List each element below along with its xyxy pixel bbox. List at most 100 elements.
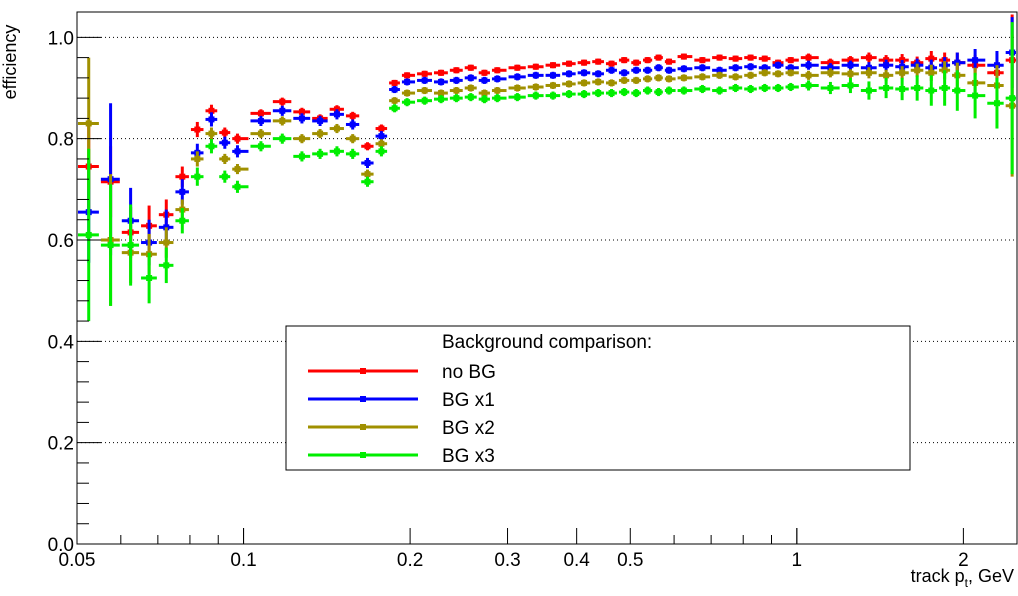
data-point	[127, 242, 134, 249]
data-point	[481, 69, 488, 76]
data-point	[421, 97, 428, 104]
data-point	[494, 95, 501, 102]
data-point	[391, 97, 398, 104]
data-point	[621, 77, 628, 84]
data-point	[608, 79, 615, 86]
data-point	[514, 94, 521, 101]
data-point	[481, 77, 488, 84]
data-point	[494, 87, 501, 94]
data-point	[179, 217, 186, 224]
legend-entry-label: no BG	[442, 362, 496, 383]
data-point	[208, 116, 215, 123]
data-point	[666, 87, 673, 94]
data-point	[333, 125, 340, 132]
data-point	[972, 92, 979, 99]
data-point	[208, 107, 215, 114]
y-tick-label: 0.2	[48, 434, 74, 455]
data-point	[85, 120, 92, 127]
data-point	[317, 117, 324, 124]
data-point	[865, 54, 872, 61]
data-point	[566, 91, 573, 98]
data-point	[608, 90, 615, 97]
data-point	[532, 83, 539, 90]
series-bg-x3	[78, 22, 1016, 322]
data-point	[532, 92, 539, 99]
data-point	[298, 115, 305, 122]
data-point	[221, 139, 228, 146]
data-point	[633, 59, 640, 66]
data-point	[761, 69, 768, 76]
data-point	[595, 58, 602, 65]
data-point	[467, 74, 474, 81]
data-point	[364, 159, 371, 166]
data-point	[747, 54, 754, 61]
data-point	[716, 67, 723, 74]
data-point	[514, 73, 521, 80]
data-point	[481, 96, 488, 103]
data-point	[349, 112, 356, 119]
data-point	[421, 70, 428, 77]
data-point	[378, 148, 385, 155]
data-point	[847, 62, 854, 69]
data-point	[644, 67, 651, 74]
data-point	[317, 130, 324, 137]
data-point	[732, 73, 739, 80]
data-point	[179, 173, 186, 180]
data-point	[404, 78, 411, 85]
data-point	[847, 70, 854, 77]
data-point	[391, 86, 398, 93]
data-point	[146, 275, 153, 281]
data-point	[404, 90, 411, 97]
data-point	[716, 87, 723, 94]
x-tick-label: 0.2	[397, 550, 423, 571]
x-axis-label-main: track p	[911, 566, 965, 586]
data-point	[404, 72, 411, 79]
legend-swatch-marker	[360, 368, 366, 374]
data-point	[847, 57, 854, 64]
data-point	[453, 87, 460, 94]
x-tick-label: 0.1	[230, 550, 256, 571]
data-point	[494, 75, 501, 82]
data-point	[467, 85, 474, 91]
data-point	[514, 64, 521, 71]
series-bg-x1	[78, 17, 1016, 266]
data-point	[550, 62, 557, 69]
data-point	[566, 80, 573, 87]
data-point	[221, 129, 228, 136]
data-point	[787, 83, 794, 90]
data-point	[421, 87, 428, 94]
data-point	[566, 60, 573, 67]
x-tick-label: 0.4	[563, 550, 590, 571]
data-point	[453, 67, 460, 74]
data-point	[655, 64, 662, 71]
data-layer	[78, 14, 1016, 322]
data-point	[550, 82, 557, 89]
data-point	[805, 54, 812, 61]
data-point	[257, 117, 264, 124]
data-point	[993, 100, 1000, 107]
data-point	[716, 72, 723, 79]
data-point	[349, 135, 356, 142]
data-point	[666, 67, 673, 74]
y-tick-label: 0.8	[48, 130, 74, 151]
data-point	[747, 72, 754, 79]
data-point	[655, 89, 662, 96]
data-point	[883, 85, 890, 91]
data-point	[532, 63, 539, 70]
data-point	[279, 135, 286, 142]
axis-layer: 0.0 0.2 0.4 0.6 0.8 1.0 0.05 0.1 0.2 0.3 0.4 0.5 1 2	[48, 11, 1018, 571]
data-point	[775, 62, 782, 69]
data-point	[194, 126, 201, 133]
data-point	[421, 77, 428, 84]
data-point	[333, 148, 340, 155]
data-point	[633, 67, 640, 74]
data-point	[179, 188, 186, 195]
data-point	[847, 82, 854, 89]
data-point	[680, 53, 687, 60]
data-point	[550, 72, 557, 79]
data-point	[279, 117, 286, 124]
data-point	[732, 85, 739, 91]
data-point	[805, 62, 812, 69]
data-point	[680, 74, 687, 81]
x-axis-label: track pt, GeV	[911, 566, 1014, 590]
